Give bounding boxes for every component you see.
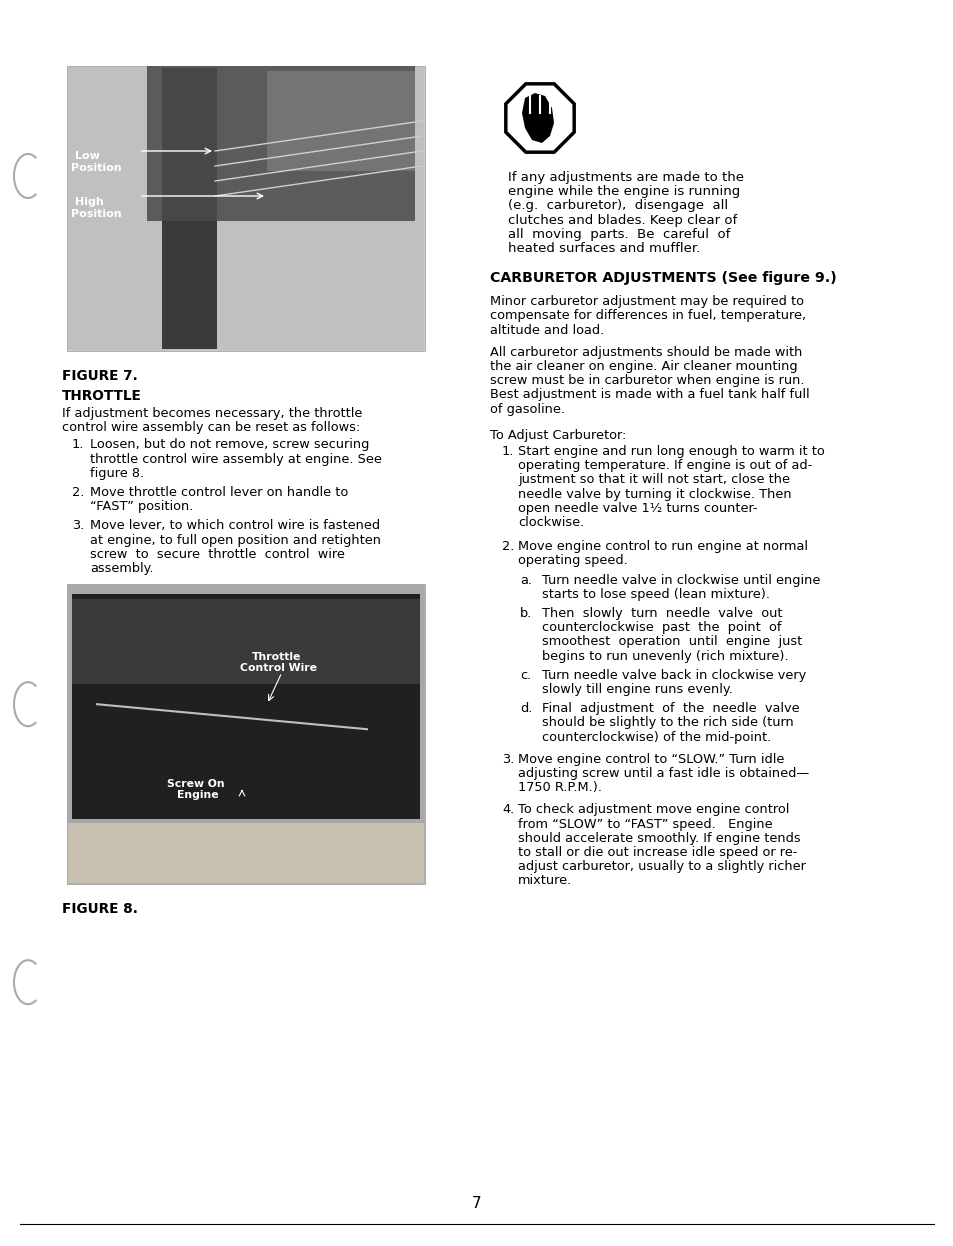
Text: d.: d. xyxy=(519,703,532,715)
Text: figure 8.: figure 8. xyxy=(90,467,144,480)
Bar xyxy=(267,71,415,171)
Text: Move lever, to which control wire is fastened: Move lever, to which control wire is fas… xyxy=(90,520,379,532)
Text: assembly.: assembly. xyxy=(90,562,153,574)
Text: 7: 7 xyxy=(472,1196,481,1211)
Bar xyxy=(162,69,216,349)
Text: 2.: 2. xyxy=(501,541,514,553)
Text: Move engine control to “SLOW.” Turn idle: Move engine control to “SLOW.” Turn idle xyxy=(517,753,783,766)
Text: Start engine and run long enough to warm it to: Start engine and run long enough to warm… xyxy=(517,445,824,459)
Text: counterclockwise) of the mid-point.: counterclockwise) of the mid-point. xyxy=(541,730,770,744)
Text: to stall or die out increase idle speed or re-: to stall or die out increase idle speed … xyxy=(517,846,797,858)
Text: heated surfaces and muffler.: heated surfaces and muffler. xyxy=(507,242,700,255)
Bar xyxy=(68,824,423,883)
Text: 1.: 1. xyxy=(501,445,514,459)
Text: To check adjustment move engine control: To check adjustment move engine control xyxy=(517,804,788,816)
Text: Turn needle valve in clockwise until engine: Turn needle valve in clockwise until eng… xyxy=(541,573,820,587)
Text: Engine: Engine xyxy=(177,790,218,800)
Bar xyxy=(147,66,415,221)
Text: If any adjustments are made to the: If any adjustments are made to the xyxy=(507,171,743,184)
Text: begins to run unevenly (rich mixture).: begins to run unevenly (rich mixture). xyxy=(541,649,788,663)
Text: from “SLOW” to “FAST” speed.   Engine: from “SLOW” to “FAST” speed. Engine xyxy=(517,817,772,831)
Text: Minor carburetor adjustment may be required to: Minor carburetor adjustment may be requi… xyxy=(490,295,803,308)
Text: (e.g.  carburetor),  disengage  all: (e.g. carburetor), disengage all xyxy=(507,199,727,212)
Bar xyxy=(68,67,423,350)
Text: justment so that it will not start, close the: justment so that it will not start, clos… xyxy=(517,473,789,486)
Text: Loosen, but do not remove, screw securing: Loosen, but do not remove, screw securin… xyxy=(90,439,369,451)
Text: the air cleaner on engine. Air cleaner mounting: the air cleaner on engine. Air cleaner m… xyxy=(490,360,797,373)
Text: Throttle: Throttle xyxy=(252,652,301,662)
Text: should be slightly to the rich side (turn: should be slightly to the rich side (tur… xyxy=(541,716,793,729)
Text: adjust carburetor, usually to a slightly richer: adjust carburetor, usually to a slightly… xyxy=(517,860,805,873)
Text: Move throttle control lever on handle to: Move throttle control lever on handle to xyxy=(90,486,348,498)
Text: 4.: 4. xyxy=(501,804,514,816)
Text: High: High xyxy=(75,197,104,207)
Text: adjusting screw until a fast idle is obtained—: adjusting screw until a fast idle is obt… xyxy=(517,768,808,780)
Text: control wire assembly can be reset as follows:: control wire assembly can be reset as fo… xyxy=(62,421,360,434)
Text: Then  slowly  turn  needle  valve  out: Then slowly turn needle valve out xyxy=(541,607,781,621)
Text: Position: Position xyxy=(71,209,121,219)
Text: open needle valve 1½ turns counter-: open needle valve 1½ turns counter- xyxy=(517,502,757,515)
Text: clutches and blades. Keep clear of: clutches and blades. Keep clear of xyxy=(507,213,737,227)
Text: 1.: 1. xyxy=(71,439,84,451)
Text: CARBURETOR ADJUSTMENTS (See figure 9.): CARBURETOR ADJUSTMENTS (See figure 9.) xyxy=(490,272,836,285)
Text: should accelerate smoothly. If engine tends: should accelerate smoothly. If engine te… xyxy=(517,832,800,845)
Text: throttle control wire assembly at engine. See: throttle control wire assembly at engine… xyxy=(90,452,381,466)
Polygon shape xyxy=(521,93,554,143)
Text: 3.: 3. xyxy=(71,520,84,532)
Text: altitude and load.: altitude and load. xyxy=(490,324,603,336)
Text: of gasoline.: of gasoline. xyxy=(490,402,564,416)
Text: operating temperature. If engine is out of ad-: operating temperature. If engine is out … xyxy=(517,460,811,472)
Text: Final  adjustment  of  the  needle  valve: Final adjustment of the needle valve xyxy=(541,703,799,715)
Text: Turn needle valve back in clockwise very: Turn needle valve back in clockwise very xyxy=(541,669,805,682)
Text: THROTTLE: THROTTLE xyxy=(62,389,142,402)
Text: 1750 R.P.M.).: 1750 R.P.M.). xyxy=(517,781,601,794)
Text: Control Wire: Control Wire xyxy=(240,663,316,673)
Bar xyxy=(71,599,419,684)
Text: 2.: 2. xyxy=(71,486,84,498)
Text: mixture.: mixture. xyxy=(517,875,572,887)
Text: c.: c. xyxy=(519,669,531,682)
Text: screw must be in carburetor when engine is run.: screw must be in carburetor when engine … xyxy=(490,374,803,388)
Text: b.: b. xyxy=(519,607,532,621)
Text: Low: Low xyxy=(75,151,100,161)
Text: compensate for differences in fuel, temperature,: compensate for differences in fuel, temp… xyxy=(490,309,805,323)
Text: Screw On: Screw On xyxy=(167,779,224,789)
Text: all  moving  parts.  Be  careful  of: all moving parts. Be careful of xyxy=(507,228,730,240)
Text: a.: a. xyxy=(519,573,532,587)
Polygon shape xyxy=(505,83,574,152)
Text: engine while the engine is running: engine while the engine is running xyxy=(507,186,740,198)
Text: FIGURE 8.: FIGURE 8. xyxy=(62,902,138,916)
Text: All carburetor adjustments should be made with: All carburetor adjustments should be mad… xyxy=(490,346,801,359)
Text: 3.: 3. xyxy=(501,753,514,766)
Text: Position: Position xyxy=(71,163,121,173)
Text: operating speed.: operating speed. xyxy=(517,554,627,567)
Text: clockwise.: clockwise. xyxy=(517,516,583,530)
Text: counterclockwise  past  the  point  of: counterclockwise past the point of xyxy=(541,622,781,634)
Text: To Adjust Carburetor:: To Adjust Carburetor: xyxy=(490,429,626,442)
Text: FIGURE 7.: FIGURE 7. xyxy=(62,369,137,383)
Bar xyxy=(67,584,424,885)
Text: at engine, to full open position and retighten: at engine, to full open position and ret… xyxy=(90,533,380,547)
Bar xyxy=(67,66,424,351)
Text: starts to lose speed (lean mixture).: starts to lose speed (lean mixture). xyxy=(541,588,769,601)
Text: smoothest  operation  until  engine  just: smoothest operation until engine just xyxy=(541,635,801,648)
Bar xyxy=(71,594,419,819)
Bar xyxy=(68,586,423,883)
Text: Move engine control to run engine at normal: Move engine control to run engine at nor… xyxy=(517,541,807,553)
Text: needle valve by turning it clockwise. Then: needle valve by turning it clockwise. Th… xyxy=(517,487,791,501)
Text: “FAST” position.: “FAST” position. xyxy=(90,500,193,513)
Text: Best adjustment is made with a fuel tank half full: Best adjustment is made with a fuel tank… xyxy=(490,389,809,401)
Text: slowly till engine runs evenly.: slowly till engine runs evenly. xyxy=(541,683,732,697)
Text: screw  to  secure  throttle  control  wire: screw to secure throttle control wire xyxy=(90,548,345,561)
Text: If adjustment becomes necessary, the throttle: If adjustment becomes necessary, the thr… xyxy=(62,407,362,420)
